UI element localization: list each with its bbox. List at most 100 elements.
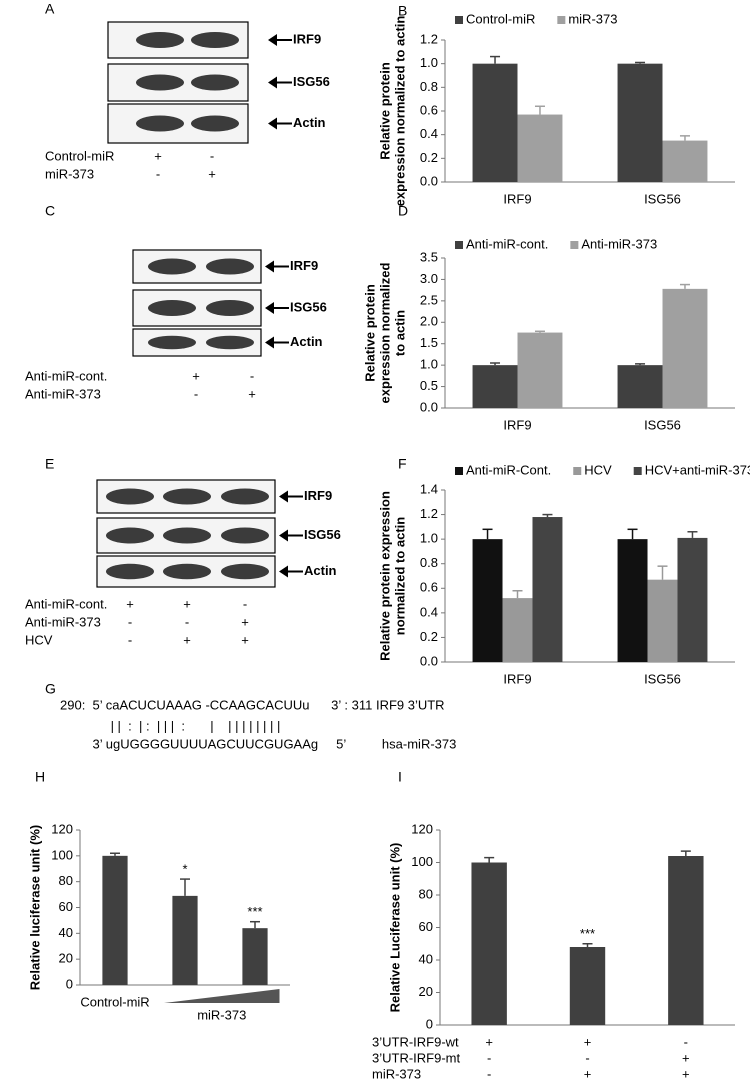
legend-label: HCV+anti-miR-373 [645,462,750,477]
condition-sign: - [243,596,247,611]
significance: *** [580,926,595,941]
condition-label: Anti-miR-373 [25,614,101,629]
bar [517,114,563,182]
y-tick-label: 100 [411,854,433,869]
y-tick-label: 0 [66,976,73,991]
bar [617,63,663,182]
y-tick-label: 60 [419,919,433,934]
bar [617,539,648,662]
panel-label: B [398,3,407,19]
y-axis-label: expression normalized to actin [392,16,407,207]
y-tick-label: 20 [59,951,73,966]
condition-sign: - [487,1050,491,1065]
blot-band [163,488,211,505]
blot-band [106,527,154,544]
blot-band [221,488,269,505]
x-tick-label: IRF9 [503,671,531,686]
panel-label: A [45,1,55,17]
group-label: miR-373 [197,1007,246,1022]
bar [668,856,704,1025]
condition-sign: + [584,1066,592,1081]
legend-swatch [455,241,463,249]
condition-sign: + [192,368,200,383]
band-label: IRF9 [293,31,321,46]
y-tick-label: 100 [51,847,73,862]
y-tick-label: 2.5 [420,292,438,307]
condition-label: HCV [25,632,53,647]
blot-band [221,527,269,544]
condition-sign: - [185,614,189,629]
y-tick-label: 40 [59,925,73,940]
blot-band [148,258,196,275]
condition-sign: + [682,1050,690,1065]
y-tick-label: 1.0 [420,55,438,70]
x-tick-label: ISG56 [644,417,681,432]
blot-band [163,563,211,580]
band-label: IRF9 [304,488,332,503]
y-tick-label: 60 [59,899,73,914]
legend-label: Anti-miR-373 [581,236,657,251]
blot-band [206,300,254,316]
legend-swatch [633,467,642,475]
arrow-head [279,529,288,542]
panel-label: C [45,203,55,219]
significance: *** [247,904,262,919]
condition-label: miR-373 [45,166,94,181]
y-axis-label: Relative protein [362,284,377,382]
condition-sign: - [585,1050,589,1065]
band-label: Actin [290,334,323,349]
bar [569,947,606,1025]
blot-band [136,115,184,132]
y-tick-label: 2.0 [420,314,438,329]
condition-label: Control-miR [45,148,114,163]
y-tick-label: 1.4 [420,481,438,496]
y-tick-label: 0.4 [420,126,438,141]
y-tick-label: 1.2 [420,31,438,46]
panel-label: G [45,681,56,697]
condition-sign: - [487,1066,491,1081]
y-tick-label: 0.5 [420,378,438,393]
bar [242,928,268,985]
band-label: IRF9 [290,258,318,273]
y-axis-label: to actin [392,310,407,356]
condition-label: Anti-miR-373 [25,386,101,401]
blot-band [148,335,196,350]
panel-label: F [398,456,407,472]
y-tick-label: 0 [426,1016,433,1031]
condition-sign: + [584,1034,592,1049]
band-label: Actin [293,115,326,130]
blot-band [163,527,211,544]
band-label: ISG56 [290,299,327,314]
arrow-head [279,490,288,503]
condition-sign: + [126,596,134,611]
condition-sign: - [128,632,132,647]
x-tick-label: Control-miR [80,994,149,1009]
x-tick-label: IRF9 [503,191,531,206]
condition-label: Anti-miR-cont. [25,596,107,611]
band-label: ISG56 [293,74,330,89]
y-tick-label: 0.0 [420,399,438,414]
y-tick-label: 0.0 [420,173,438,188]
blot-band [136,74,184,91]
arrow-head [279,565,288,578]
band-label: Actin [304,563,337,578]
bar [532,517,563,662]
blot-band [106,563,154,580]
panel-label: H [35,769,45,785]
legend-label: Anti-miR-Cont. [466,462,551,477]
condition-label: 3’UTR-IRF9-mt [372,1050,460,1065]
condition-sign: + [241,614,249,629]
y-tick-label: 80 [419,886,433,901]
y-axis-label: Relative luciferase unit (%) [27,825,42,990]
sequence-line: | | : | : | | | : | | | | | | | | | [60,718,280,733]
bar [502,598,533,662]
legend-swatch [455,16,463,24]
condition-sign: + [183,596,191,611]
y-tick-label: 0.2 [420,150,438,165]
legend-swatch [573,467,582,475]
bar [617,365,663,408]
condition-label: Anti-miR-cont. [25,368,107,383]
blot-band [191,74,239,91]
condition-sign: + [183,632,191,647]
legend-swatch [455,467,463,475]
